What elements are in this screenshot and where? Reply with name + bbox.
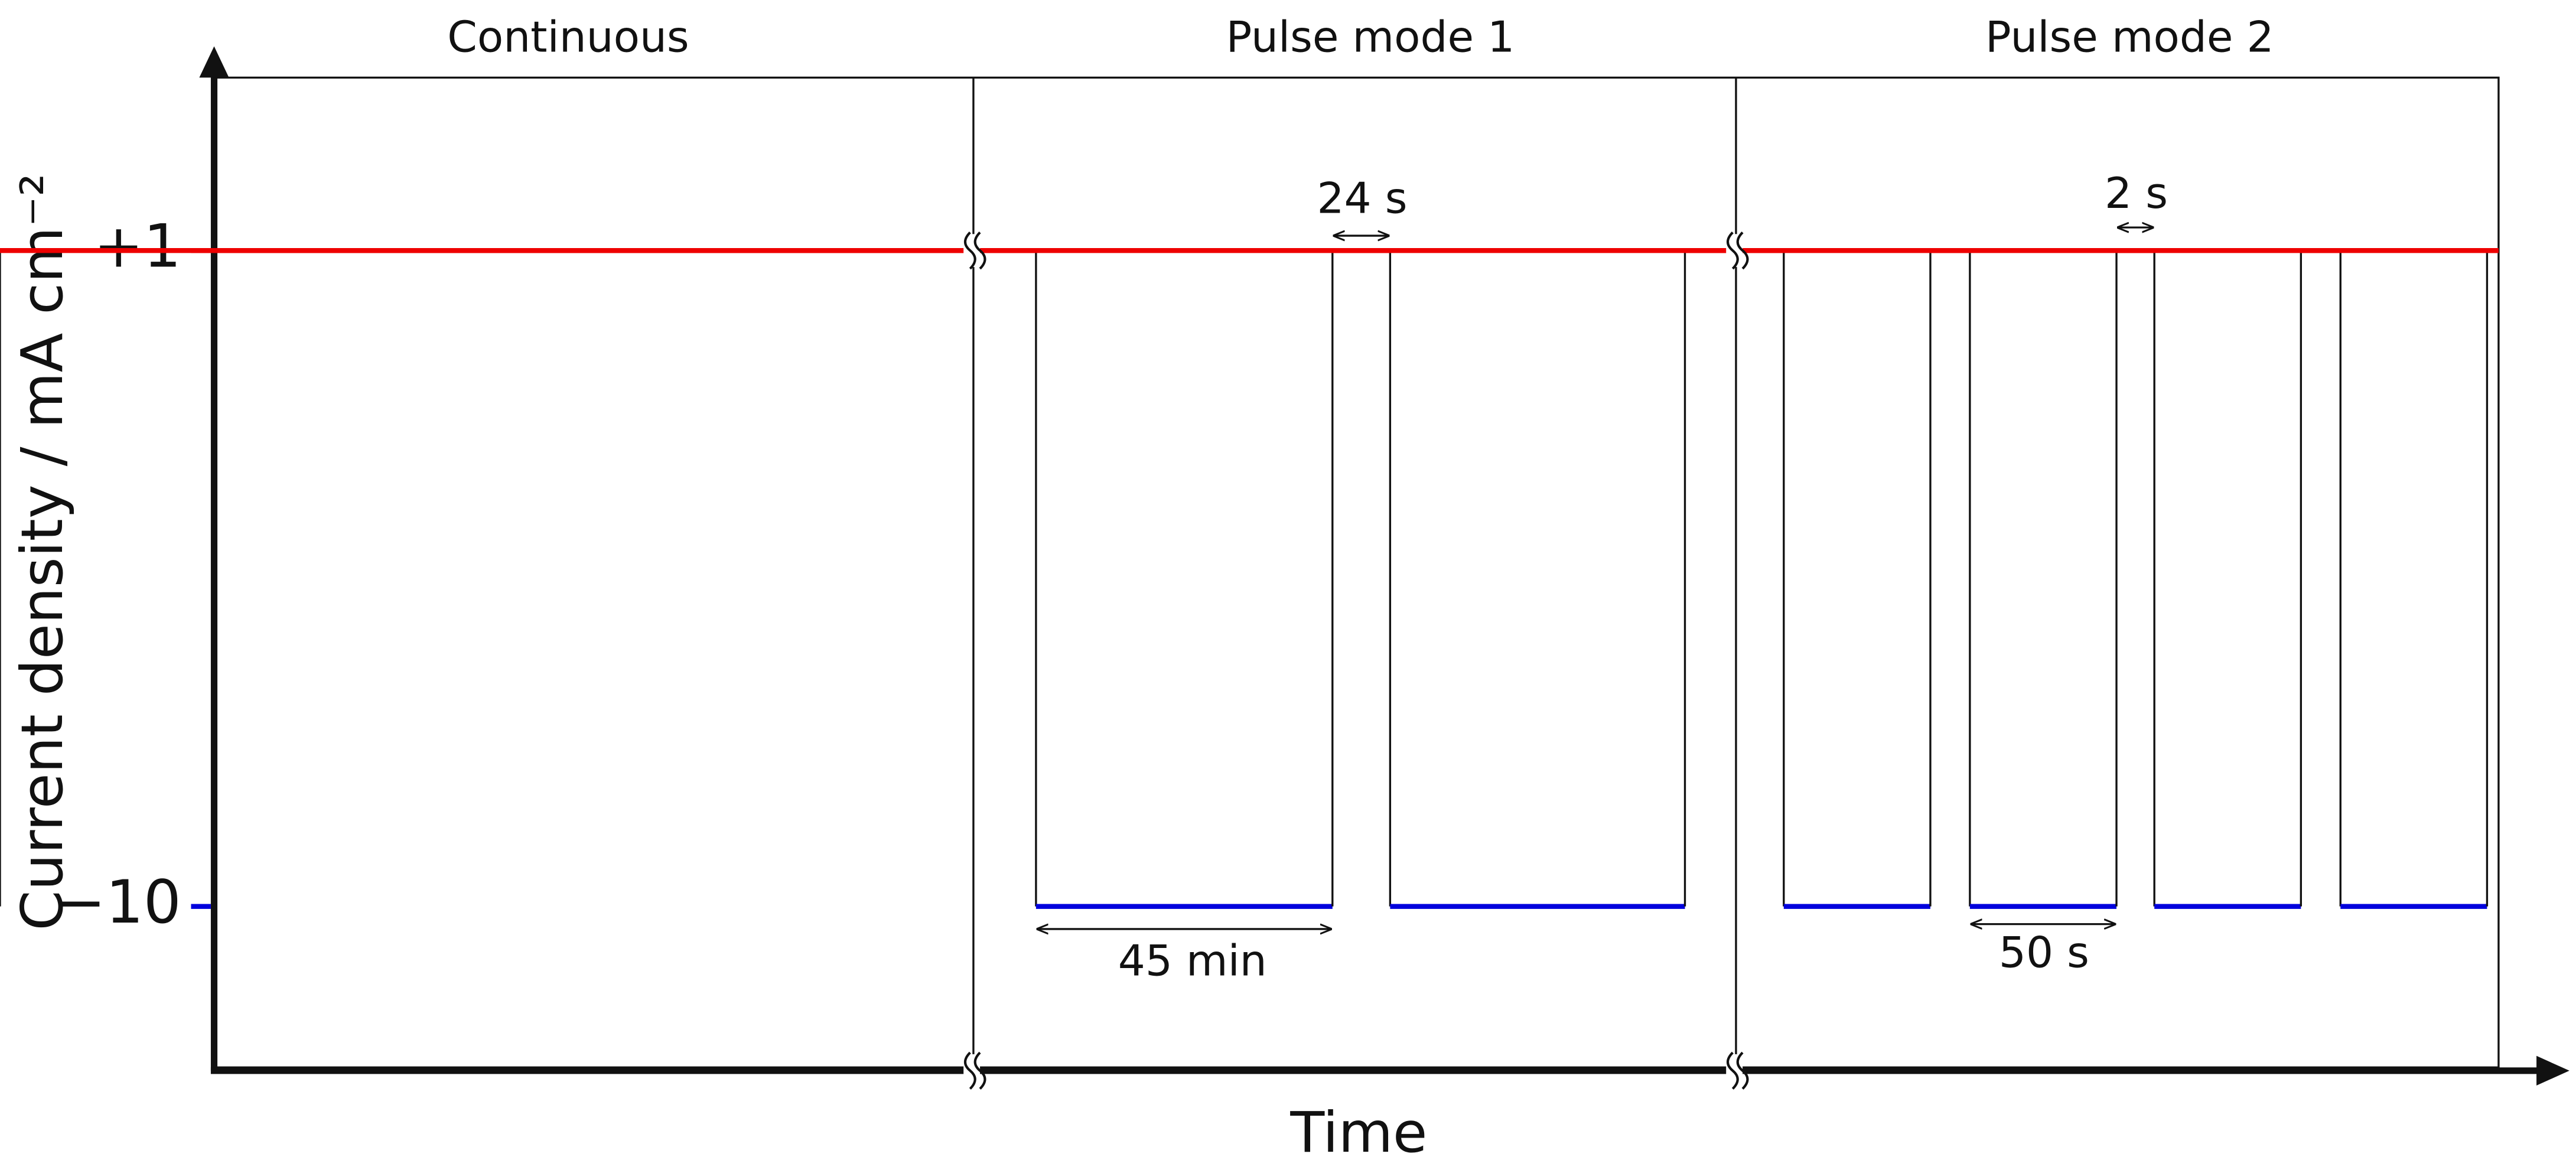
- x-axis-label: Time: [1289, 1100, 1427, 1165]
- break-mark: [963, 232, 976, 270]
- break-mark: [963, 1051, 976, 1090]
- plot-frame: [213, 76, 2500, 1068]
- break-mark: [1736, 1051, 1749, 1090]
- y-axis-label: Current density / mA cm⁻²: [9, 173, 76, 930]
- marks: +1 −10 Continuous Pulse mode 1 Pulse mode 2 2…: [0, 12, 2499, 1090]
- break-mark: [973, 1051, 986, 1090]
- y-tick-label: −10: [56, 868, 181, 937]
- x-axis-arrow: [2536, 1055, 2570, 1086]
- y-axis-arrow: [199, 46, 229, 78]
- annotation: 2 s: [2105, 169, 2168, 219]
- break-mark: [1736, 232, 1749, 270]
- break-mark: [1726, 232, 1739, 270]
- annotation: 45 min: [1118, 937, 1267, 986]
- annotation: 24 s: [1317, 174, 1407, 224]
- panel-title: Pulse mode 2: [1985, 12, 2274, 62]
- panel-title: Continuous: [447, 12, 689, 62]
- annotation: 50 s: [1999, 928, 2089, 978]
- y-tick-label: +1: [94, 211, 181, 281]
- panel-title: Pulse mode 1: [1226, 12, 1515, 62]
- break-mark: [1726, 1051, 1739, 1090]
- break-mark: [973, 232, 986, 270]
